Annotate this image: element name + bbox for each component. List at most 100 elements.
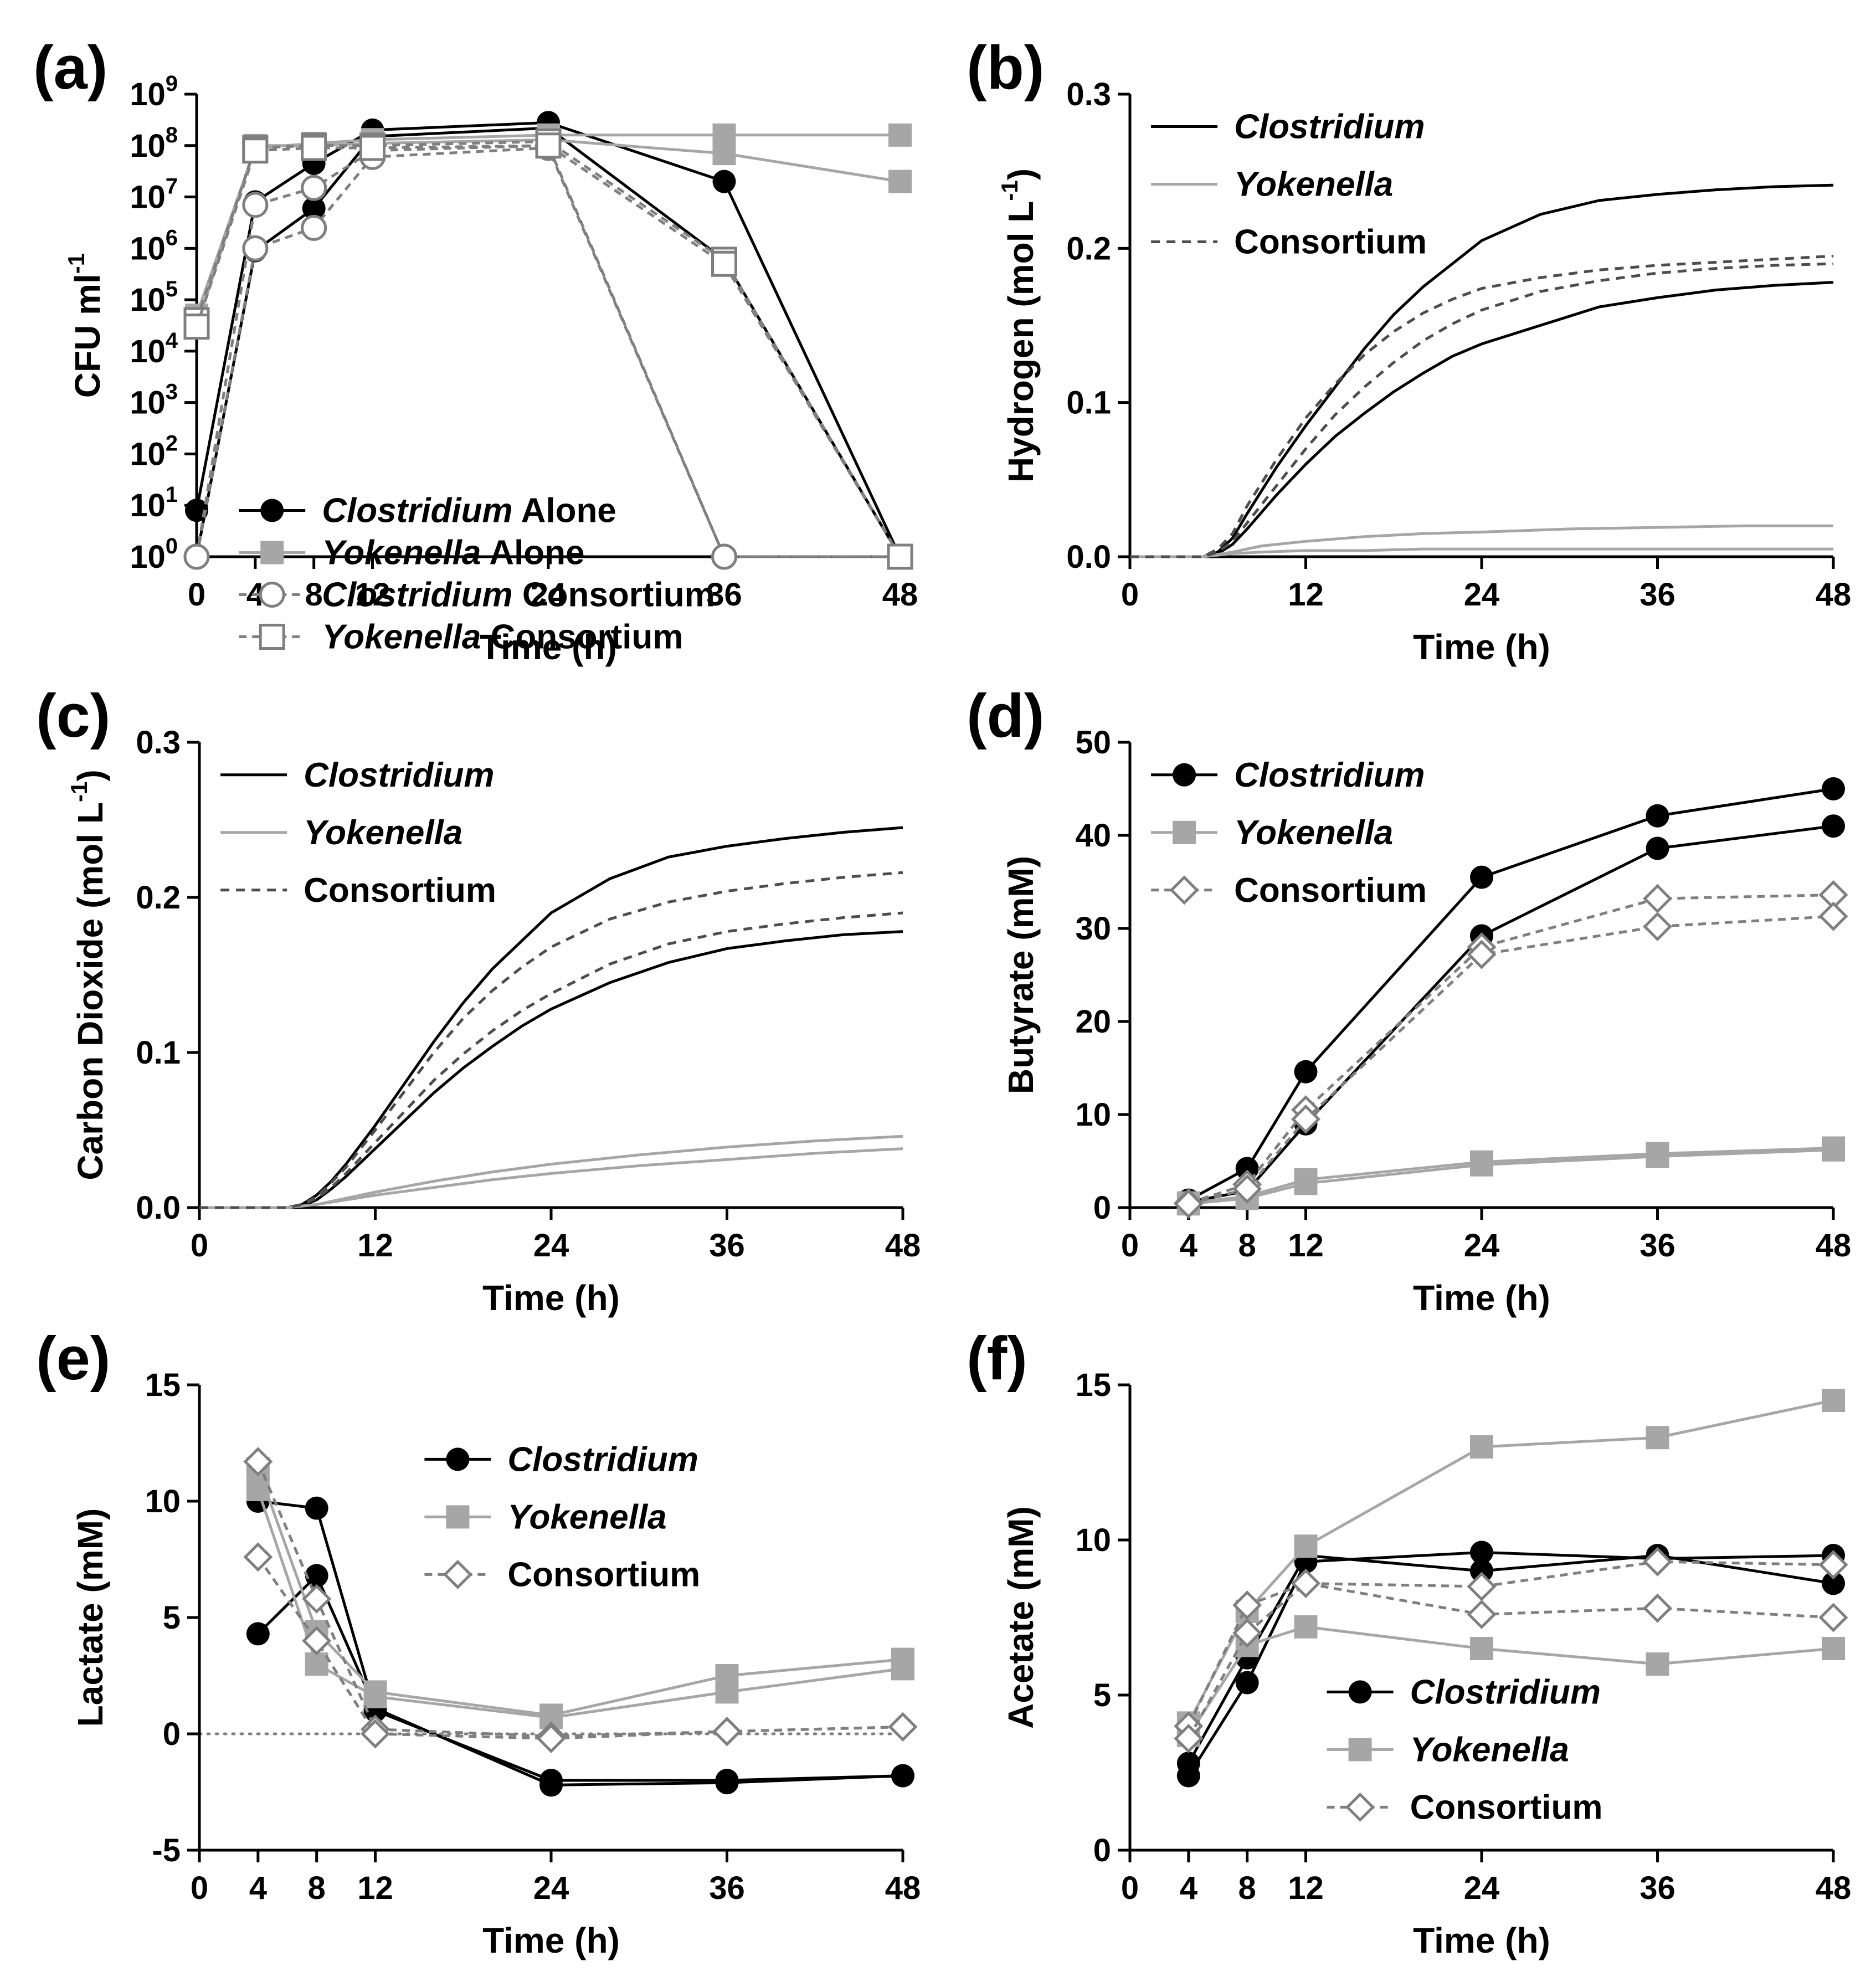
data-point xyxy=(1294,1534,1318,1558)
x-tick-label: 24 xyxy=(1464,1228,1500,1264)
legend-swatch-marker xyxy=(259,624,285,650)
panel-label: (c) xyxy=(36,682,110,750)
x-tick-label: 4 xyxy=(1180,1870,1197,1906)
y-tick-label: 108 xyxy=(130,123,178,164)
legend-entry: Consortium xyxy=(507,1555,700,1594)
series-line xyxy=(1188,1147,1834,1205)
x-tick-label: 8 xyxy=(1238,1870,1256,1906)
y-tick-label: 104 xyxy=(130,328,178,369)
y-tick-label: 0.2 xyxy=(136,880,181,916)
x-tick-label: 12 xyxy=(357,1870,393,1906)
legend-entry: Clostridium xyxy=(1410,1673,1601,1711)
legend-entry: Yokenella Consortium xyxy=(322,618,683,656)
x-tick-label: 0 xyxy=(191,1228,208,1264)
data-point xyxy=(539,1773,563,1797)
x-tick-label: 24 xyxy=(533,1228,569,1264)
x-tick-label: 24 xyxy=(1464,1870,1500,1906)
x-axis-label: Time (h) xyxy=(480,627,617,667)
data-point xyxy=(242,192,269,218)
series-5 xyxy=(1174,901,1848,1219)
y-tick-label: 106 xyxy=(130,225,178,266)
series-line xyxy=(1187,1625,1834,1737)
series-line xyxy=(1188,915,1834,1205)
panel-label: (f) xyxy=(967,1324,1027,1393)
data-point xyxy=(888,170,912,193)
x-tick-label: 8 xyxy=(1238,1228,1256,1264)
data-point xyxy=(1174,1723,1204,1753)
data-point xyxy=(1646,1144,1669,1168)
series-line xyxy=(1187,1582,1834,1739)
data-point xyxy=(242,235,269,261)
data-point xyxy=(1822,1637,1845,1660)
legend: Clostridium Yokenella Consortium xyxy=(1151,107,1427,261)
legend-swatch-marker xyxy=(260,541,284,564)
panel-c: 0 12 24 36 48 0.0 0.1 0.2 0.3 Time (h) Carbon Diox… xyxy=(36,682,921,1318)
data-point xyxy=(302,197,326,220)
data-point xyxy=(243,1542,273,1572)
series-3 xyxy=(1176,1138,1845,1216)
series-line xyxy=(1130,262,1834,558)
series-3 xyxy=(1130,547,1833,558)
data-point xyxy=(891,1657,914,1681)
series-5 xyxy=(1174,1568,1848,1753)
legend: Clostridium Yokenella Consortium xyxy=(220,756,496,910)
data-point xyxy=(305,1652,328,1676)
data-point xyxy=(1646,804,1669,828)
legend-entry: Yokenella xyxy=(1410,1731,1569,1769)
series-5 xyxy=(1130,262,1834,558)
legend-entry: Clostridium Alone xyxy=(322,492,616,530)
y-tick-label: 0.3 xyxy=(1066,76,1111,112)
data-point xyxy=(1235,1671,1259,1695)
series-2 xyxy=(199,1134,903,1209)
data-point xyxy=(1232,1618,1262,1648)
data-point xyxy=(1176,1764,1200,1788)
y-tick-label: 50 xyxy=(1075,725,1111,761)
data-point xyxy=(1822,1138,1845,1162)
data-point xyxy=(1470,1153,1493,1177)
data-point xyxy=(1470,1541,1493,1564)
data-point xyxy=(1470,1637,1493,1660)
legend-entry: Consortium xyxy=(1410,1788,1603,1826)
legend: Clostridium Alone Yokenella Alone Clostrid… xyxy=(239,492,715,656)
data-point xyxy=(1232,1174,1262,1204)
x-tick-label: 0 xyxy=(1121,1228,1139,1264)
series-line xyxy=(199,1147,903,1209)
legend-swatch-marker xyxy=(446,1505,470,1529)
legend-entry: Consortium xyxy=(304,871,496,910)
x-tick-label: 48 xyxy=(1816,1228,1852,1264)
x-tick-label: 48 xyxy=(1816,577,1852,613)
x-tick-label: 24 xyxy=(531,577,567,613)
data-point xyxy=(711,543,737,570)
data-point xyxy=(246,1622,270,1646)
data-point xyxy=(1642,884,1673,913)
x-tick-label: 36 xyxy=(709,1228,745,1264)
data-point xyxy=(1232,1590,1262,1620)
data-point xyxy=(535,132,562,159)
x-tick-label: 8 xyxy=(305,577,323,613)
y-axis-label: Butyrate (mM) xyxy=(1001,856,1041,1094)
panel-label: (d) xyxy=(967,682,1044,750)
y-tick-label: 103 xyxy=(130,380,178,421)
y-tick-label: 15 xyxy=(145,1367,181,1403)
y-axis-label: Carbon Dioxide (mol L-1) xyxy=(66,769,110,1180)
panel-label: (b) xyxy=(967,34,1044,102)
x-tick-label: 0 xyxy=(1121,577,1139,613)
series-7 xyxy=(183,132,913,570)
y-tick-label: 30 xyxy=(1075,911,1111,947)
legend-swatch-marker xyxy=(1169,875,1199,905)
data-point xyxy=(1470,1559,1493,1583)
data-point xyxy=(1294,1060,1318,1084)
series-1 xyxy=(1130,281,1834,558)
y-tick-label: 0.0 xyxy=(136,1190,181,1226)
legend: Clostridium Yokenella Consortium xyxy=(424,1440,700,1594)
legend-entry: Consortium xyxy=(1234,871,1427,910)
legend-swatch-marker xyxy=(1173,763,1196,787)
series-line xyxy=(256,1461,903,1738)
data-point xyxy=(1470,865,1493,889)
x-tick-label: 48 xyxy=(882,577,918,613)
series-line xyxy=(1130,281,1834,558)
series-line xyxy=(1130,254,1834,558)
y-tick-label: 107 xyxy=(130,174,178,215)
series-3 xyxy=(199,1147,903,1209)
x-tick-label: 4 xyxy=(1180,1228,1197,1264)
